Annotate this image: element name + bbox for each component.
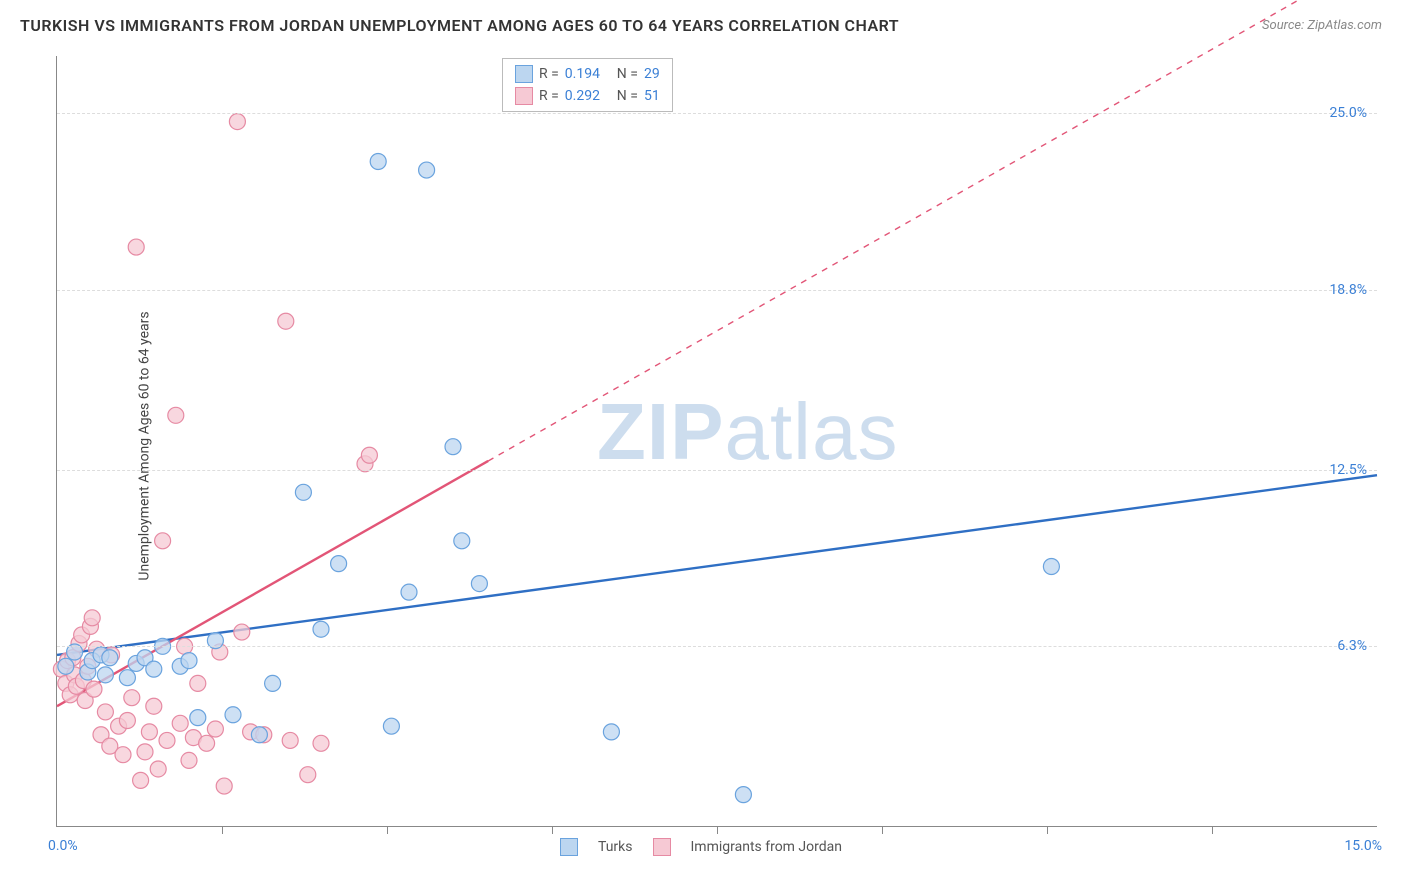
x-tick-mark xyxy=(387,826,388,834)
data-point xyxy=(146,698,162,714)
plot-area: ZIPatlas 6.3%12.5%18.8%25.0% xyxy=(56,56,1377,827)
source-attribution: Source: ZipAtlas.com xyxy=(1262,18,1382,33)
correlation-legend: R = 0.194 N = 29 R = 0.292 N = 51 xyxy=(502,58,673,112)
data-point xyxy=(199,735,215,751)
data-point xyxy=(331,556,347,572)
data-point xyxy=(300,767,316,783)
data-point xyxy=(133,772,149,788)
gridline-h xyxy=(57,646,1377,647)
data-point xyxy=(401,584,417,600)
data-point xyxy=(119,712,135,728)
gridline-h xyxy=(57,113,1377,114)
n-label: N = xyxy=(617,66,638,82)
data-point xyxy=(190,710,206,726)
data-point xyxy=(150,761,166,777)
data-point xyxy=(251,727,267,743)
plot-svg xyxy=(57,56,1377,826)
data-point xyxy=(454,533,470,549)
data-point xyxy=(282,732,298,748)
data-point xyxy=(370,154,386,170)
data-point xyxy=(58,658,74,674)
data-point xyxy=(119,670,135,686)
data-point xyxy=(295,484,311,500)
data-point xyxy=(471,576,487,592)
data-point xyxy=(190,675,206,691)
legend-row-jordan: R = 0.292 N = 51 xyxy=(515,85,660,107)
y-tick-label: 12.5% xyxy=(1329,462,1367,478)
x-tick-mark xyxy=(882,826,883,834)
trend-line xyxy=(57,461,488,706)
data-point xyxy=(383,718,399,734)
data-point xyxy=(115,747,131,763)
chart-title: TURKISH VS IMMIGRANTS FROM JORDAN UNEMPL… xyxy=(20,16,899,35)
n-value: 29 xyxy=(644,66,660,82)
data-point xyxy=(155,533,171,549)
swatch-turks-bottom xyxy=(560,838,578,856)
swatch-jordan xyxy=(515,87,533,105)
x-tick-mark xyxy=(222,826,223,834)
data-point xyxy=(168,407,184,423)
data-point xyxy=(313,735,329,751)
data-point xyxy=(102,650,118,666)
r-value: 0.292 xyxy=(565,88,611,104)
data-point xyxy=(265,675,281,691)
legend-label-turks: Turks xyxy=(598,839,633,855)
trend-line xyxy=(57,475,1377,655)
n-value: 51 xyxy=(644,88,660,104)
r-label: R = xyxy=(539,88,559,104)
y-tick-label: 6.3% xyxy=(1337,638,1367,654)
legend-row-turks: R = 0.194 N = 29 xyxy=(515,63,660,85)
legend-label-jordan: Immigrants from Jordan xyxy=(691,839,843,855)
x-tick-mark xyxy=(552,826,553,834)
data-point xyxy=(229,114,245,130)
data-point xyxy=(124,690,140,706)
y-tick-label: 18.8% xyxy=(1329,282,1367,298)
data-point xyxy=(159,732,175,748)
data-point xyxy=(313,621,329,637)
gridline-h xyxy=(57,470,1377,471)
x-tick-mark xyxy=(717,826,718,834)
data-point xyxy=(97,704,113,720)
data-point xyxy=(234,624,250,640)
data-point xyxy=(84,610,100,626)
x-tick-max: 15.0% xyxy=(1344,838,1382,854)
data-point xyxy=(419,162,435,178)
series-legend: Turks Immigrants from Jordan xyxy=(560,838,842,856)
swatch-jordan-bottom xyxy=(653,838,671,856)
data-point xyxy=(207,721,223,737)
data-point xyxy=(278,313,294,329)
gridline-h xyxy=(57,290,1377,291)
n-label: N = xyxy=(617,88,638,104)
data-point xyxy=(445,439,461,455)
data-point xyxy=(172,715,188,731)
data-point xyxy=(361,447,377,463)
data-point xyxy=(146,661,162,677)
data-point xyxy=(735,787,751,803)
data-point xyxy=(181,653,197,669)
data-point xyxy=(137,744,153,760)
y-tick-label: 25.0% xyxy=(1329,105,1367,121)
data-point xyxy=(1043,558,1059,574)
swatch-turks xyxy=(515,65,533,83)
r-value: 0.194 xyxy=(565,66,611,82)
data-point xyxy=(603,724,619,740)
data-point xyxy=(225,707,241,723)
data-point xyxy=(216,778,232,794)
data-point xyxy=(86,681,102,697)
x-tick-min: 0.0% xyxy=(48,838,78,854)
data-point xyxy=(141,724,157,740)
data-point xyxy=(97,667,113,683)
r-label: R = xyxy=(539,66,559,82)
data-point xyxy=(128,239,144,255)
data-point xyxy=(181,752,197,768)
x-tick-mark xyxy=(1212,826,1213,834)
x-tick-mark xyxy=(1047,826,1048,834)
